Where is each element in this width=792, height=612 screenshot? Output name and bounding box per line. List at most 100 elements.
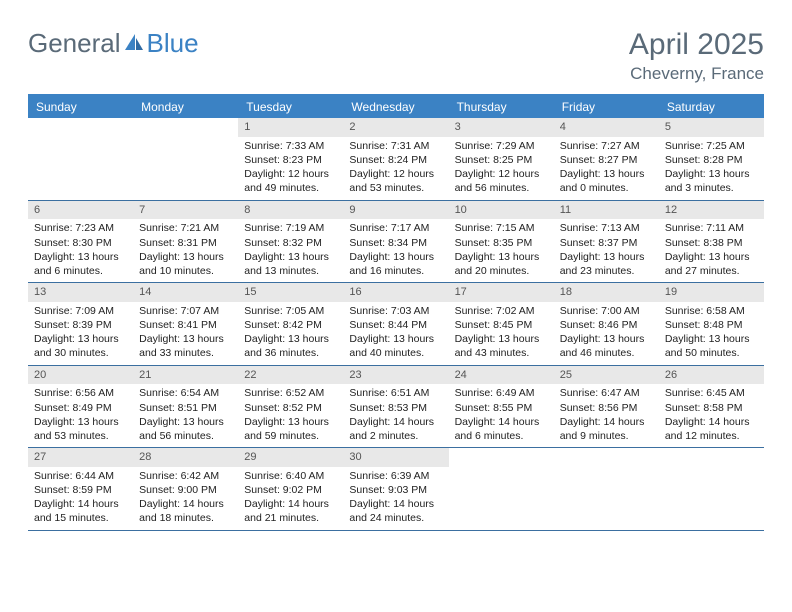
sunrise-text: Sunrise: 7:27 AM xyxy=(560,139,653,153)
day-content: Sunrise: 7:09 AMSunset: 8:39 PMDaylight:… xyxy=(28,304,133,365)
day-content: Sunrise: 7:25 AMSunset: 8:28 PMDaylight:… xyxy=(659,139,764,200)
day-cell: 13 Sunrise: 7:09 AMSunset: 8:39 PMDayligh… xyxy=(28,283,133,365)
sail-icon xyxy=(123,28,145,59)
daylight-text: Daylight: 13 hours and 6 minutes. xyxy=(34,250,127,278)
sunset-text: Sunset: 8:58 PM xyxy=(665,401,758,415)
sunrise-text: Sunrise: 6:58 AM xyxy=(665,304,758,318)
day-number: 20 xyxy=(28,366,133,385)
day-content: Sunrise: 7:07 AMSunset: 8:41 PMDaylight:… xyxy=(133,304,238,365)
day-content: Sunrise: 6:39 AMSunset: 9:03 PMDaylight:… xyxy=(343,469,448,530)
sunset-text: Sunset: 8:28 PM xyxy=(665,153,758,167)
day-cell: 3Sunrise: 7:29 AMSunset: 8:25 PMDaylight… xyxy=(449,118,554,200)
week-row: ..1Sunrise: 7:33 AMSunset: 8:23 PMDaylig… xyxy=(28,118,764,201)
day-cell: . xyxy=(554,448,659,530)
daylight-text: Daylight: 14 hours and 9 minutes. xyxy=(560,415,653,443)
sunrise-text: Sunrise: 7:00 AM xyxy=(560,304,653,318)
day-content: Sunrise: 6:52 AMSunset: 8:52 PMDaylight:… xyxy=(238,386,343,447)
day-number: 17 xyxy=(449,283,554,302)
day-number: 16 xyxy=(343,283,448,302)
day-number: 29 xyxy=(238,448,343,467)
daylight-text: Daylight: 14 hours and 2 minutes. xyxy=(349,415,442,443)
daylight-text: Daylight: 12 hours and 53 minutes. xyxy=(349,167,442,195)
daylight-text: Daylight: 13 hours and 36 minutes. xyxy=(244,332,337,360)
day-cell: . xyxy=(133,118,238,200)
calendar-page: General Blue April 2025 Cheverny, France… xyxy=(0,0,792,531)
sunrise-text: Sunrise: 7:21 AM xyxy=(139,221,232,235)
day-content: Sunrise: 6:49 AMSunset: 8:55 PMDaylight:… xyxy=(449,386,554,447)
day-content: Sunrise: 7:21 AMSunset: 8:31 PMDaylight:… xyxy=(133,221,238,282)
daylight-text: Daylight: 12 hours and 56 minutes. xyxy=(455,167,548,195)
day-content: Sunrise: 7:00 AMSunset: 8:46 PMDaylight:… xyxy=(554,304,659,365)
day-content: Sunrise: 7:15 AMSunset: 8:35 PMDaylight:… xyxy=(449,221,554,282)
sunrise-text: Sunrise: 7:31 AM xyxy=(349,139,442,153)
day-cell: 7Sunrise: 7:21 AMSunset: 8:31 PMDaylight… xyxy=(133,201,238,283)
day-number: 30 xyxy=(343,448,448,467)
sunset-text: Sunset: 8:32 PM xyxy=(244,236,337,250)
day-content: Sunrise: 7:11 AMSunset: 8:38 PMDaylight:… xyxy=(659,221,764,282)
day-cell: . xyxy=(659,448,764,530)
day-number: 5 xyxy=(659,118,764,137)
day-cell: 17 Sunrise: 7:02 AMSunset: 8:45 PMDayligh… xyxy=(449,283,554,365)
weeks-container: ..1Sunrise: 7:33 AMSunset: 8:23 PMDaylig… xyxy=(28,118,764,531)
day-cell: 2Sunrise: 7:31 AMSunset: 8:24 PMDaylight… xyxy=(343,118,448,200)
sunset-text: Sunset: 9:03 PM xyxy=(349,483,442,497)
sunset-text: Sunset: 8:25 PM xyxy=(455,153,548,167)
sunset-text: Sunset: 8:30 PM xyxy=(34,236,127,250)
sunset-text: Sunset: 8:23 PM xyxy=(244,153,337,167)
day-number: 22 xyxy=(238,366,343,385)
title-block: April 2025 Cheverny, France xyxy=(629,28,764,84)
day-cell: 14 Sunrise: 7:07 AMSunset: 8:41 PMDayligh… xyxy=(133,283,238,365)
day-cell: 12Sunrise: 7:11 AMSunset: 8:38 PMDayligh… xyxy=(659,201,764,283)
sunset-text: Sunset: 8:55 PM xyxy=(455,401,548,415)
day-cell: 15Sunrise: 7:05 AMSunset: 8:42 PMDayligh… xyxy=(238,283,343,365)
dow-cell: Friday xyxy=(554,96,659,118)
day-cell: 30 Sunrise: 6:39 AMSunset: 9:03 PMDayligh… xyxy=(343,448,448,530)
sunset-text: Sunset: 8:48 PM xyxy=(665,318,758,332)
day-number: 10 xyxy=(449,201,554,220)
sunset-text: Sunset: 8:45 PM xyxy=(455,318,548,332)
week-row: 20Sunrise: 6:56 AMSunset: 8:49 PMDayligh… xyxy=(28,366,764,449)
day-cell: 8Sunrise: 7:19 AMSunset: 8:32 PMDaylight… xyxy=(238,201,343,283)
day-content: Sunrise: 7:17 AMSunset: 8:34 PMDaylight:… xyxy=(343,221,448,282)
day-content: Sunrise: 6:45 AMSunset: 8:58 PMDaylight:… xyxy=(659,386,764,447)
daylight-text: Daylight: 14 hours and 21 minutes. xyxy=(244,497,337,525)
dow-cell: Saturday xyxy=(659,96,764,118)
day-number: 9 xyxy=(343,201,448,220)
daylight-text: Daylight: 14 hours and 12 minutes. xyxy=(665,415,758,443)
day-number: 11 xyxy=(554,201,659,220)
day-number: 26 xyxy=(659,366,764,385)
day-number: 14 xyxy=(133,283,238,302)
day-content: Sunrise: 7:02 AMSunset: 8:45 PMDaylight:… xyxy=(449,304,554,365)
daylight-text: Daylight: 13 hours and 59 minutes. xyxy=(244,415,337,443)
sunrise-text: Sunrise: 7:23 AM xyxy=(34,221,127,235)
day-cell: 11Sunrise: 7:13 AMSunset: 8:37 PMDayligh… xyxy=(554,201,659,283)
day-number: 2 xyxy=(343,118,448,137)
day-number: 21 xyxy=(133,366,238,385)
day-cell: 1Sunrise: 7:33 AMSunset: 8:23 PMDaylight… xyxy=(238,118,343,200)
sunset-text: Sunset: 8:51 PM xyxy=(139,401,232,415)
day-number: 13 xyxy=(28,283,133,302)
sunrise-text: Sunrise: 7:09 AM xyxy=(34,304,127,318)
day-number: 18 xyxy=(554,283,659,302)
header: General Blue April 2025 Cheverny, France xyxy=(28,28,764,84)
sunset-text: Sunset: 8:37 PM xyxy=(560,236,653,250)
daylight-text: Daylight: 13 hours and 20 minutes. xyxy=(455,250,548,278)
sunrise-text: Sunrise: 6:44 AM xyxy=(34,469,127,483)
sunrise-text: Sunrise: 7:25 AM xyxy=(665,139,758,153)
day-content: Sunrise: 7:05 AMSunset: 8:42 PMDaylight:… xyxy=(238,304,343,365)
sunrise-text: Sunrise: 7:13 AM xyxy=(560,221,653,235)
sunrise-text: Sunrise: 6:51 AM xyxy=(349,386,442,400)
daylight-text: Daylight: 13 hours and 30 minutes. xyxy=(34,332,127,360)
sunset-text: Sunset: 8:31 PM xyxy=(139,236,232,250)
daylight-text: Daylight: 13 hours and 0 minutes. xyxy=(560,167,653,195)
daylight-text: Daylight: 13 hours and 56 minutes. xyxy=(139,415,232,443)
day-content: Sunrise: 7:33 AMSunset: 8:23 PMDaylight:… xyxy=(238,139,343,200)
day-cell: 20Sunrise: 6:56 AMSunset: 8:49 PMDayligh… xyxy=(28,366,133,448)
day-content: Sunrise: 6:56 AMSunset: 8:49 PMDaylight:… xyxy=(28,386,133,447)
daylight-text: Daylight: 13 hours and 13 minutes. xyxy=(244,250,337,278)
day-content: Sunrise: 7:03 AMSunset: 8:44 PMDaylight:… xyxy=(343,304,448,365)
daylight-text: Daylight: 14 hours and 6 minutes. xyxy=(455,415,548,443)
sunset-text: Sunset: 8:49 PM xyxy=(34,401,127,415)
sunset-text: Sunset: 8:35 PM xyxy=(455,236,548,250)
day-cell: 21Sunrise: 6:54 AMSunset: 8:51 PMDayligh… xyxy=(133,366,238,448)
